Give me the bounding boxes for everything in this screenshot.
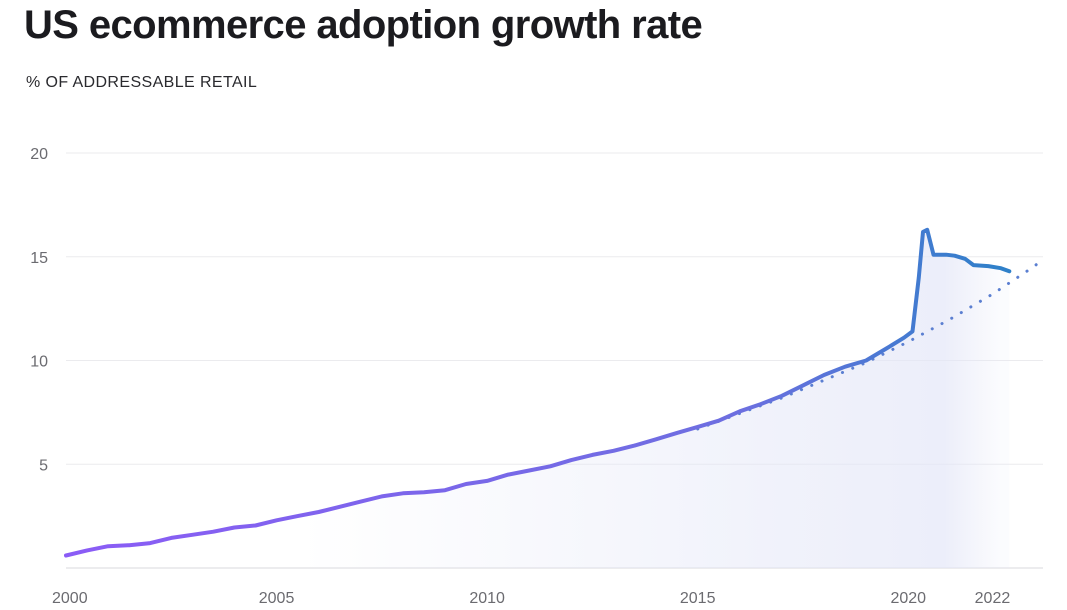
y-tick-label-10: 10 — [30, 354, 48, 371]
x-tick-label-2022: 2022 — [975, 590, 1011, 607]
series-area-fill — [66, 229, 1010, 569]
chart-subtitle: % OF ADDRESSABLE RETAIL — [26, 74, 258, 91]
x-tick-label-2005: 2005 — [259, 590, 295, 607]
x-tick-label-2020: 2020 — [890, 590, 926, 607]
y-tick-label-20: 20 — [30, 146, 48, 163]
x-tick-label-2015: 2015 — [680, 590, 716, 607]
y-tick-label-15: 15 — [30, 250, 48, 267]
x-tick-label-2010: 2010 — [469, 590, 505, 607]
series-layer — [64, 227, 1045, 558]
x-tick-label-2000: 2000 — [52, 590, 88, 607]
chart-title: US ecommerce adoption growth rate — [24, 3, 703, 47]
series-line-ecommerce — [64, 227, 1012, 558]
tick-layer: 5 10 15 20 2000 2005 2010 2015 2020 2022 — [30, 146, 1010, 607]
y-tick-label-5: 5 — [39, 457, 48, 474]
area-fill-layer — [66, 229, 1010, 569]
